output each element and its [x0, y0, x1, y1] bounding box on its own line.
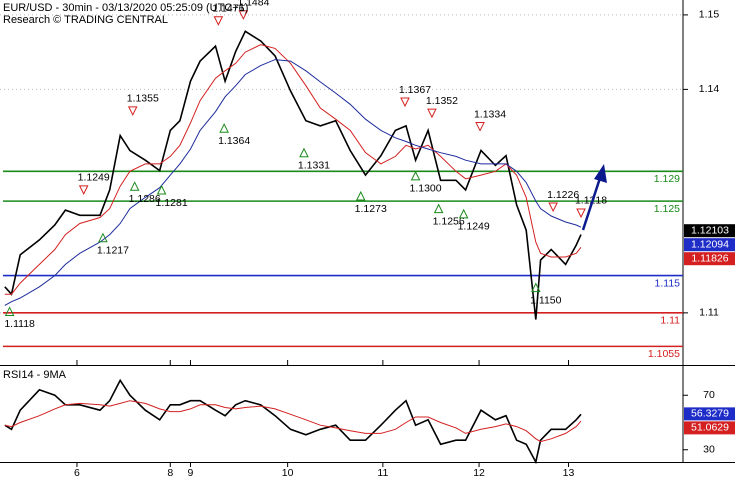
x-tick-label: 8	[167, 467, 173, 479]
price-tag	[684, 238, 735, 252]
forecast-arrowhead	[594, 164, 607, 183]
chart-title: EUR/USD - 30min - 03/13/2020 05:25:09 (U…	[3, 2, 248, 14]
low-marker	[355, 190, 366, 201]
series-line	[4, 400, 582, 443]
price-tag-label: 1.12103	[691, 224, 729, 236]
low-marker	[458, 208, 469, 219]
low-label: 1.1150	[530, 294, 561, 306]
low-marker	[433, 203, 444, 214]
high-marker	[127, 106, 138, 117]
high-label: 1.1484	[237, 0, 269, 9]
forecast-arrow	[581, 177, 602, 231]
price-tag-label: 1.11826	[691, 252, 728, 264]
low-marker	[4, 306, 15, 316]
price-tag	[684, 224, 735, 238]
level-label: 1.1055	[648, 348, 680, 360]
low-marker	[129, 181, 140, 191]
x-tick-label: 9	[188, 467, 194, 479]
x-tick-label: 10	[282, 467, 294, 479]
high-label: 1.1476	[212, 3, 244, 15]
high-label: 1.1352	[426, 95, 458, 107]
rsi-title: RSI14 - 9MA	[3, 369, 67, 381]
high-label: 1.1334	[474, 108, 506, 120]
low-label: 1.1273	[355, 203, 387, 215]
low-marker	[531, 282, 541, 293]
x-tick-label: 11	[377, 467, 388, 479]
low-marker	[98, 232, 108, 243]
y-tick-label: 1.15	[699, 9, 720, 21]
high-label: 1.1367	[399, 84, 431, 96]
low-marker	[219, 123, 229, 133]
level-label: 1.129	[654, 173, 680, 185]
low-label: 1.1300	[410, 183, 442, 195]
price-tag-label: 51.0629	[691, 422, 729, 434]
chart-subtitle: Research © TRADING CENTRAL	[3, 14, 168, 26]
price-tag-label: 56.3279	[691, 408, 729, 420]
low-label: 1.1249	[458, 221, 490, 233]
high-label: 1.1226	[547, 189, 579, 201]
high-marker	[548, 202, 558, 213]
level-label: 1.115	[655, 277, 681, 289]
low-label: 1.1281	[156, 197, 188, 209]
high-marker	[475, 122, 485, 132]
price-tag	[684, 252, 735, 266]
high-marker	[427, 108, 437, 119]
price-tag	[684, 421, 735, 435]
price-tag-label: 1.12094	[691, 238, 729, 250]
x-tick-label: 13	[563, 467, 575, 479]
high-label: 1.1355	[127, 93, 159, 105]
high-marker	[400, 97, 410, 108]
y-tick-label: 30	[703, 444, 715, 456]
high-marker	[213, 16, 224, 26]
low-marker	[299, 147, 309, 158]
low-marker	[410, 170, 421, 181]
y-tick-label: 70	[703, 389, 715, 401]
high-marker	[238, 10, 249, 20]
high-label: 1.1218	[575, 195, 607, 207]
level-label: 1.125	[654, 203, 680, 215]
low-marker	[156, 184, 167, 195]
price-tag	[684, 407, 735, 421]
high-label: 1.1249	[78, 172, 110, 184]
low-label: 1.1286	[129, 193, 161, 205]
series-line	[4, 378, 582, 465]
low-label: 1.1256	[433, 215, 465, 227]
series-line	[4, 59, 582, 306]
low-label: 1.1364	[218, 135, 250, 147]
y-tick-label: 1.11	[699, 307, 719, 319]
x-tick-label: 12	[473, 467, 485, 479]
series-line	[4, 30, 582, 320]
x-tick-label: 6	[74, 467, 80, 479]
low-label: 1.1118	[4, 318, 35, 330]
low-label: 1.1217	[97, 244, 129, 256]
high-marker	[576, 208, 586, 219]
y-tick-label: 1.14	[699, 83, 720, 95]
level-label: 1.11	[660, 315, 680, 327]
high-marker	[78, 185, 89, 195]
low-label: 1.1331	[298, 160, 330, 172]
series-line	[4, 44, 582, 295]
